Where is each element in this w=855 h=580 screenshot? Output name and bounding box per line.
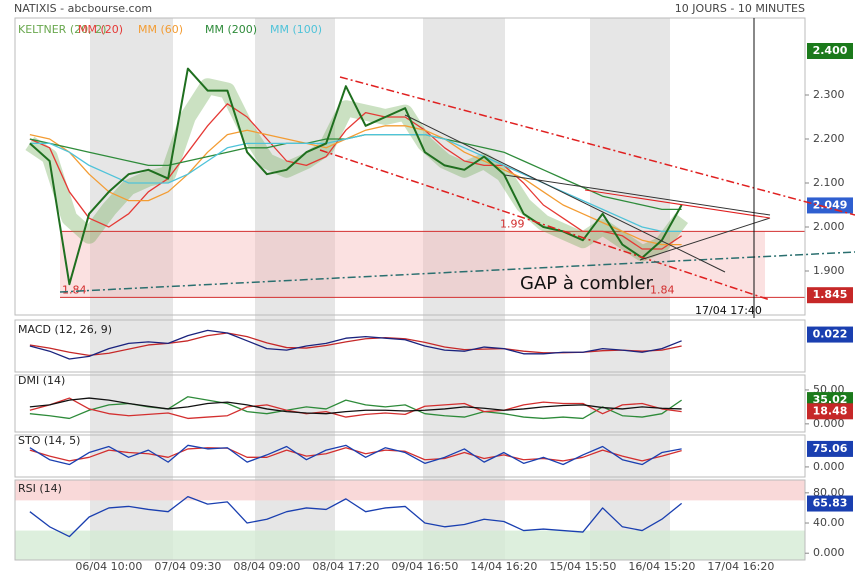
session-band (590, 18, 670, 560)
value-box (807, 287, 853, 304)
trend-line (59, 251, 855, 293)
x-tick-label: 09/04 16:50 (391, 560, 458, 573)
panel-frame (14, 17, 806, 316)
panel-frame (14, 479, 806, 561)
x-tick-label: 08/04 17:20 (312, 560, 379, 573)
y-tick-label: 2.000 (813, 220, 845, 233)
series-line (29, 444, 682, 466)
y-tick-label: 0.000 (813, 546, 845, 559)
x-tick-label: 17/04 16:20 (707, 560, 774, 573)
series-line (29, 397, 682, 420)
level-label: 1.99 (500, 217, 525, 230)
series-line (29, 133, 682, 233)
panel-title: DMI (14) (18, 374, 65, 387)
panel-title: MACD (12, 26, 9) (18, 323, 112, 336)
x-tick-label: 15/04 15:50 (549, 560, 616, 573)
series-line (29, 329, 682, 360)
level-label: 1.84 (62, 283, 87, 296)
panel-frame (14, 434, 806, 478)
y-tick-label: 40.00 (813, 516, 845, 529)
trend-line (584, 189, 771, 219)
gap-label: GAP à combler (520, 273, 654, 294)
legend-entry: MM (200) (205, 23, 257, 36)
session-bands (90, 18, 670, 560)
x-tick-label: 07/04 09:30 (154, 560, 221, 573)
session-band (255, 18, 335, 560)
x-tick-label: 06/04 10:00 (75, 560, 142, 573)
value-box (807, 197, 853, 214)
y-tick-label: 2.300 (813, 88, 845, 101)
trend-line (339, 76, 855, 216)
y-tick-label: 2.100 (813, 176, 845, 189)
panel-frame (14, 319, 806, 373)
series-line (29, 103, 682, 250)
value-box (807, 326, 853, 343)
series-line (29, 397, 682, 415)
value-box-label: 0.022 (813, 328, 848, 341)
value-box-label: 65.83 (813, 497, 848, 510)
y-tick-label: 1.900 (813, 264, 845, 277)
period: 10 JOURS - 10 MINUTES (675, 2, 805, 15)
value-box-label: 2.049 (813, 198, 848, 211)
legend-entry: MM (20) (78, 23, 123, 36)
series-line (29, 67, 683, 286)
value-box-label: 75.06 (813, 442, 848, 455)
value-box-label: 2.400 (813, 44, 848, 57)
overlay: GAP à combler 17/04 17:40 (59, 18, 855, 318)
value-box (807, 440, 853, 457)
series-line (29, 125, 682, 246)
zone (15, 530, 805, 560)
panel-title: RSI (14) (18, 482, 62, 495)
time-label: 17/04 17:40 (695, 304, 762, 317)
legend-entry: MM (60) (138, 23, 183, 36)
trend-line (319, 149, 771, 301)
legend-entry: KELTNER (20, 2) (18, 23, 106, 36)
x-tick-label: 16/04 15:20 (628, 560, 695, 573)
value-box-label: 18.48 (813, 404, 848, 417)
source: NATIXIS - abcbourse.com (14, 2, 152, 15)
x-tick-label: 14/04 16:20 (470, 560, 537, 573)
x-tick-label: 08/04 09:00 (233, 560, 300, 573)
level-label: 1.84 (650, 283, 675, 296)
trend-line (639, 217, 771, 261)
value-box (807, 43, 853, 59)
y-tick-label: 0.000 (813, 417, 845, 430)
value-box (807, 403, 853, 420)
panel-frame (14, 374, 806, 433)
y-tick-label: 2.200 (813, 132, 845, 145)
zone (15, 480, 805, 501)
session-band (423, 18, 505, 560)
trend-line (404, 114, 726, 273)
trend-line (504, 174, 771, 216)
panel-title: STO (14, 5) (18, 434, 80, 447)
legend-entry: MM (100) (270, 23, 322, 36)
value-box-label: 35.02 (813, 393, 848, 406)
value-box-label: 1.845 (813, 288, 848, 301)
value-box (807, 495, 853, 512)
y-tick-label: 0.000 (813, 460, 845, 473)
series-line (29, 495, 683, 538)
